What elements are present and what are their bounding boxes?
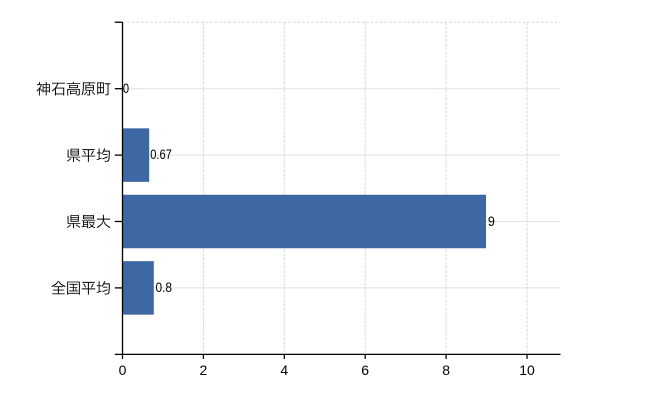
svg-text:6: 6 xyxy=(361,362,369,378)
svg-text:0: 0 xyxy=(119,362,127,378)
svg-text:9: 9 xyxy=(488,214,495,229)
svg-text:2: 2 xyxy=(200,362,208,378)
svg-text:8: 8 xyxy=(442,362,450,378)
svg-text:4: 4 xyxy=(280,362,288,378)
svg-text:0.67: 0.67 xyxy=(150,147,172,162)
svg-text:10: 10 xyxy=(519,362,535,378)
svg-text:0: 0 xyxy=(123,81,130,96)
svg-text:0.8: 0.8 xyxy=(156,280,173,295)
